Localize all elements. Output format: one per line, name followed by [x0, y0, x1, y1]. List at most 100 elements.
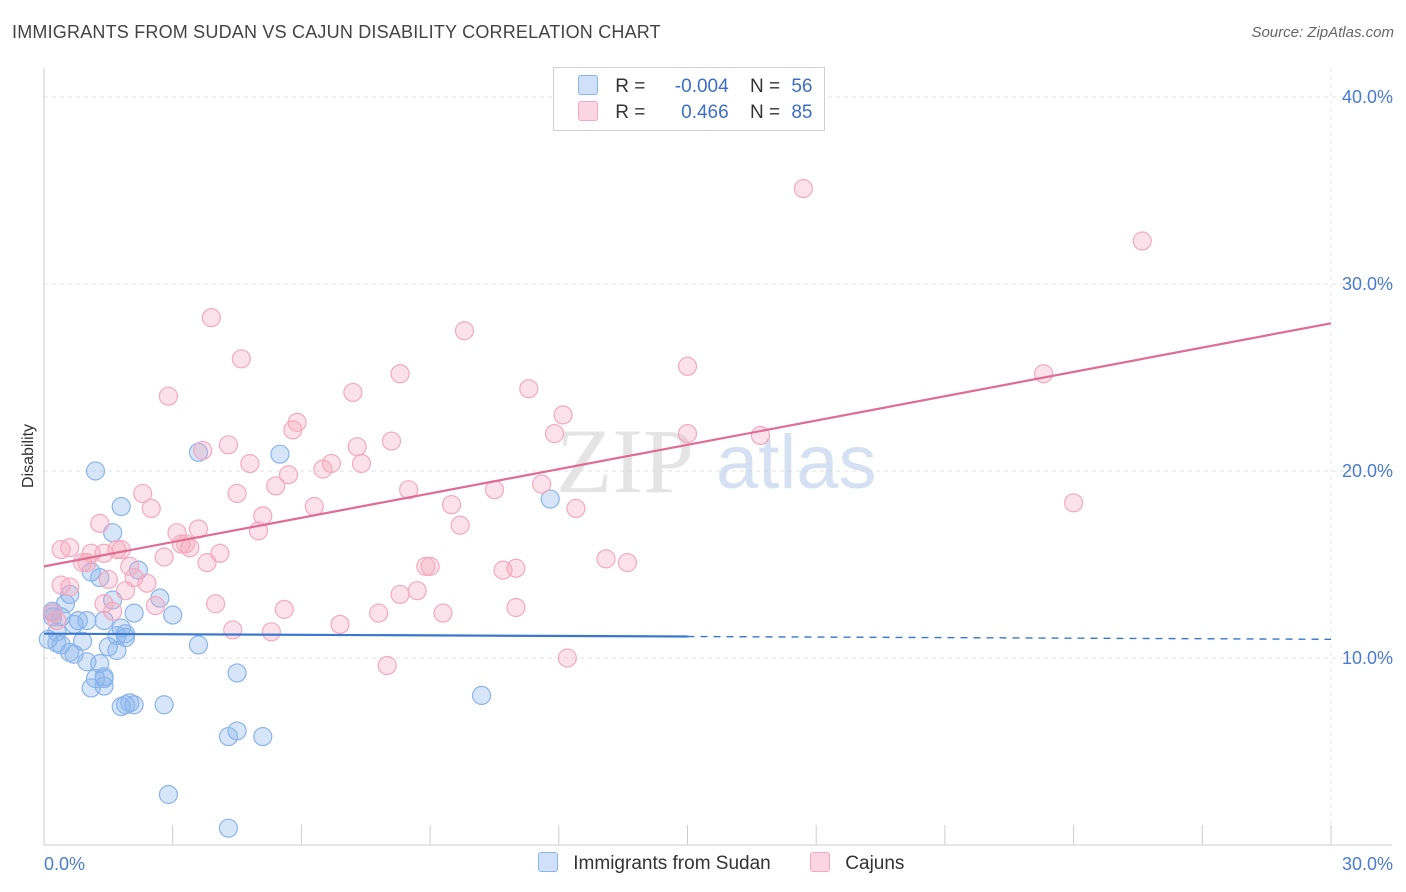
cajun-point [347, 437, 367, 457]
x-tick-label-min: 0.0% [44, 854, 85, 874]
cajun-point [390, 364, 410, 384]
sudan-point [111, 496, 131, 517]
cajun-point [596, 549, 616, 569]
axes-layer [43, 68, 1392, 846]
sudan-point [158, 784, 179, 805]
cajun-point [450, 515, 470, 535]
cajun-point [793, 179, 813, 199]
cajun-point [343, 382, 363, 403]
cajun-point [399, 480, 419, 500]
cajun-point [133, 483, 153, 504]
sudan-point [124, 603, 144, 623]
cajun-point [201, 308, 221, 328]
cajun-point [98, 569, 118, 590]
y-tick-label: 30.0% [1342, 274, 1393, 294]
cajun-point [193, 440, 213, 461]
cajun-point [274, 599, 294, 619]
cajun-point [566, 498, 586, 518]
cajun-point [553, 405, 573, 425]
sudan-point [540, 489, 560, 509]
sudan-point [154, 695, 174, 715]
grid-layer [44, 68, 1392, 845]
cajun-point [60, 538, 80, 558]
legend-row-sudan: R = -0.004 N = 56 [578, 75, 812, 99]
cajun-point [454, 321, 475, 341]
legend-r-value-cajun: 0.466 [681, 102, 729, 123]
bottom-legend-swatch-cajun [810, 852, 830, 872]
sudan-point [188, 635, 209, 655]
cajun-point [544, 424, 565, 444]
cajun-point [506, 558, 526, 578]
sudan-point [253, 726, 273, 747]
cajun-point [381, 431, 402, 451]
cajun-point [287, 412, 307, 432]
cajun-point [141, 498, 161, 518]
cajun-point [47, 610, 67, 631]
cajun-point [441, 495, 462, 515]
cajun-point [223, 620, 243, 640]
sudan-point [73, 631, 93, 651]
bottom-legend-label-cajun: Cajuns [845, 853, 905, 874]
sudan-point [218, 818, 239, 838]
cajun-point [218, 435, 239, 455]
source-label: Source: ZipAtlas.com [1251, 24, 1394, 41]
cajun-point [261, 622, 281, 642]
cajun-point [180, 538, 200, 558]
cajun-point [433, 603, 453, 623]
cajun-point [206, 594, 226, 614]
cajun-point [145, 596, 166, 616]
sudan-trend-line [43, 632, 688, 638]
sudan-trend-line-dashed [687, 635, 1332, 640]
legend-n-label-sudan: N = [749, 76, 781, 97]
legend-n-label-cajun: N = [749, 102, 781, 123]
y-axis-label: Disability [20, 424, 37, 488]
cajun-trend-line [43, 322, 1332, 568]
watermark-zip: ZIP [556, 410, 694, 512]
cajun-point [390, 584, 410, 605]
cajun-point [677, 424, 698, 444]
y-tick-label: 20.0% [1342, 461, 1393, 481]
cajun-point [90, 513, 110, 533]
cajun-point [1033, 364, 1054, 384]
cajun-point [330, 614, 350, 634]
cajun-point [60, 577, 80, 597]
legend-r-label-sudan: R = [615, 76, 646, 97]
sudan-point [77, 610, 97, 631]
cajun-point [197, 553, 217, 573]
cajun-point [231, 349, 251, 369]
points-layer [38, 179, 1152, 838]
cajun-point [677, 356, 698, 376]
chart-title: IMMIGRANTS FROM SUDAN VS CAJUN DISABILIT… [12, 22, 661, 42]
cajun-point [103, 601, 123, 621]
y-tick-label: 10.0% [1342, 648, 1393, 668]
cajun-point [407, 581, 427, 601]
cajun-point [351, 453, 372, 474]
stats-legend: R = -0.004 N = 56 R = 0.466 N = 85 [553, 67, 825, 131]
watermark-atlas: atlas [716, 420, 877, 505]
cajun-point [158, 386, 179, 406]
cajun-point [617, 553, 638, 573]
cajun-point [369, 603, 389, 623]
cajun-point [304, 496, 324, 517]
trend-layer [43, 322, 1332, 640]
cajun-point [227, 483, 247, 504]
labels-layer: 10.0% 20.0% 30.0% 40.0% 0.0% 30.0% [44, 87, 1393, 874]
bottom-legend-sudan: Immigrants from Sudan [538, 852, 771, 875]
sudan-point [85, 461, 106, 481]
cajun-point [253, 506, 273, 526]
y-tick-label: 40.0% [1342, 87, 1393, 107]
cajun-point [420, 556, 440, 576]
legend-r-value-sudan: -0.004 [674, 76, 729, 97]
legend-r-label-cajun: R = [615, 102, 646, 123]
bottom-legend-cajun: Cajuns [810, 852, 904, 875]
legend-n-value-sudan: 56 [791, 76, 813, 97]
cajun-point [137, 573, 157, 593]
cajun-point [506, 597, 526, 618]
bottom-legend-swatch-sudan [538, 852, 558, 872]
legend-swatch-cajun [578, 101, 598, 121]
cajun-point [377, 655, 397, 676]
legend-n-value-cajun: 85 [791, 102, 813, 123]
sudan-point [471, 685, 492, 706]
